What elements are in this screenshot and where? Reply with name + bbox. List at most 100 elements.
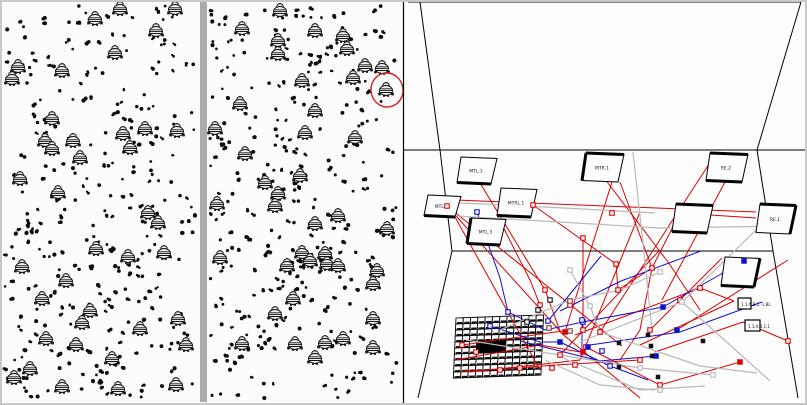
dot bbox=[371, 326, 375, 330]
dot bbox=[341, 11, 346, 16]
dot bbox=[266, 245, 269, 248]
network-link-gray bbox=[599, 331, 758, 374]
network-node-blue bbox=[741, 258, 747, 264]
dot bbox=[60, 306, 63, 309]
dot bbox=[143, 296, 147, 300]
dot bbox=[17, 367, 22, 372]
grid-cell-shadow bbox=[534, 373, 541, 375]
dot bbox=[98, 41, 102, 45]
dot bbox=[69, 323, 72, 326]
grid-cell-shadow bbox=[456, 327, 463, 330]
dot bbox=[271, 381, 275, 384]
tag-label: 1.1.A.B.1.1 bbox=[748, 324, 770, 329]
dot bbox=[357, 370, 361, 374]
network-link-gray bbox=[439, 201, 656, 214]
panel-divider[interactable] bbox=[200, 2, 207, 402]
zone-box-thick-edge bbox=[720, 284, 755, 289]
dot bbox=[140, 275, 144, 279]
dot bbox=[221, 302, 225, 306]
network-node-gray bbox=[657, 387, 663, 393]
dot bbox=[297, 326, 301, 330]
zone-boxes: MTL.1 MTL.2 MTRL.1 MTL.3 MTR.1 RE.2 RE.1 1.1.A.… bbox=[423, 151, 798, 332]
dot bbox=[181, 231, 185, 235]
dot bbox=[36, 132, 39, 135]
dot bbox=[47, 64, 50, 67]
dot bbox=[292, 249, 296, 252]
dot bbox=[111, 113, 115, 117]
dot bbox=[132, 170, 136, 174]
dot bbox=[349, 277, 354, 282]
network-node-red bbox=[785, 338, 791, 344]
dot bbox=[84, 11, 88, 15]
zone-box-label: RE.2 bbox=[721, 166, 731, 172]
dot bbox=[153, 242, 157, 247]
dot bbox=[326, 53, 330, 57]
dot bbox=[345, 375, 349, 379]
dot bbox=[301, 14, 305, 18]
dot bbox=[154, 126, 158, 131]
dot bbox=[289, 306, 293, 310]
dot bbox=[248, 126, 252, 130]
dot bbox=[89, 143, 93, 147]
dot bbox=[317, 321, 321, 326]
dot bbox=[17, 325, 21, 329]
tag-box[interactable] bbox=[744, 319, 761, 332]
zone-box-thick-edge bbox=[585, 151, 625, 156]
dot bbox=[298, 164, 302, 168]
grid-cell-shadow bbox=[462, 351, 469, 354]
dot bbox=[355, 287, 359, 292]
grid-cell-shadow bbox=[498, 362, 505, 365]
dot bbox=[142, 219, 145, 223]
dot bbox=[365, 91, 370, 95]
dot bbox=[130, 15, 133, 19]
zone-box-label: MTRL.1 bbox=[508, 201, 525, 207]
dot bbox=[9, 297, 13, 301]
dot bbox=[149, 168, 153, 173]
dot bbox=[150, 172, 154, 176]
dot bbox=[44, 164, 48, 168]
dot bbox=[223, 354, 226, 357]
dot bbox=[111, 34, 114, 37]
network-node-red bbox=[609, 210, 615, 216]
zone-box[interactable] bbox=[671, 203, 714, 234]
dot bbox=[379, 99, 383, 103]
network-node-black bbox=[700, 338, 706, 344]
dot bbox=[331, 70, 334, 73]
network-node-red bbox=[444, 203, 450, 209]
dot bbox=[361, 178, 366, 182]
dot bbox=[227, 367, 233, 372]
network-node-brown bbox=[567, 328, 573, 334]
dot bbox=[149, 290, 153, 294]
dot bbox=[386, 352, 390, 356]
dot bbox=[253, 115, 258, 119]
dot bbox=[237, 247, 241, 251]
grid-cell-shadow bbox=[513, 361, 519, 364]
dot bbox=[122, 332, 126, 335]
dot bbox=[216, 56, 219, 60]
dot bbox=[85, 177, 89, 180]
dot bbox=[281, 284, 285, 288]
dot bbox=[327, 158, 331, 163]
dot bbox=[145, 234, 149, 238]
dot bbox=[301, 293, 306, 299]
grid-cell-shadow bbox=[527, 367, 534, 370]
dot bbox=[378, 4, 383, 8]
network-node-red bbox=[542, 287, 548, 293]
dot bbox=[134, 351, 137, 355]
dot bbox=[391, 150, 395, 155]
dot bbox=[355, 47, 359, 51]
dot bbox=[111, 246, 115, 250]
dot bbox=[245, 333, 249, 337]
dot bbox=[186, 197, 189, 201]
wireframe-line bbox=[756, 1, 802, 151]
dot bbox=[242, 314, 247, 319]
dot bbox=[239, 316, 244, 321]
dot bbox=[218, 238, 222, 242]
dot bbox=[321, 240, 325, 244]
dot bbox=[222, 266, 225, 270]
dot bbox=[138, 266, 141, 269]
dot bbox=[226, 249, 229, 252]
grid-cell-shadow bbox=[471, 327, 477, 330]
dot bbox=[172, 42, 175, 45]
tag-box[interactable] bbox=[737, 297, 752, 310]
